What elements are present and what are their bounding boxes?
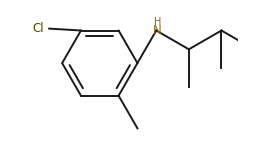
- Text: N: N: [153, 24, 162, 37]
- Text: H: H: [154, 17, 161, 27]
- Text: Cl: Cl: [32, 22, 44, 35]
